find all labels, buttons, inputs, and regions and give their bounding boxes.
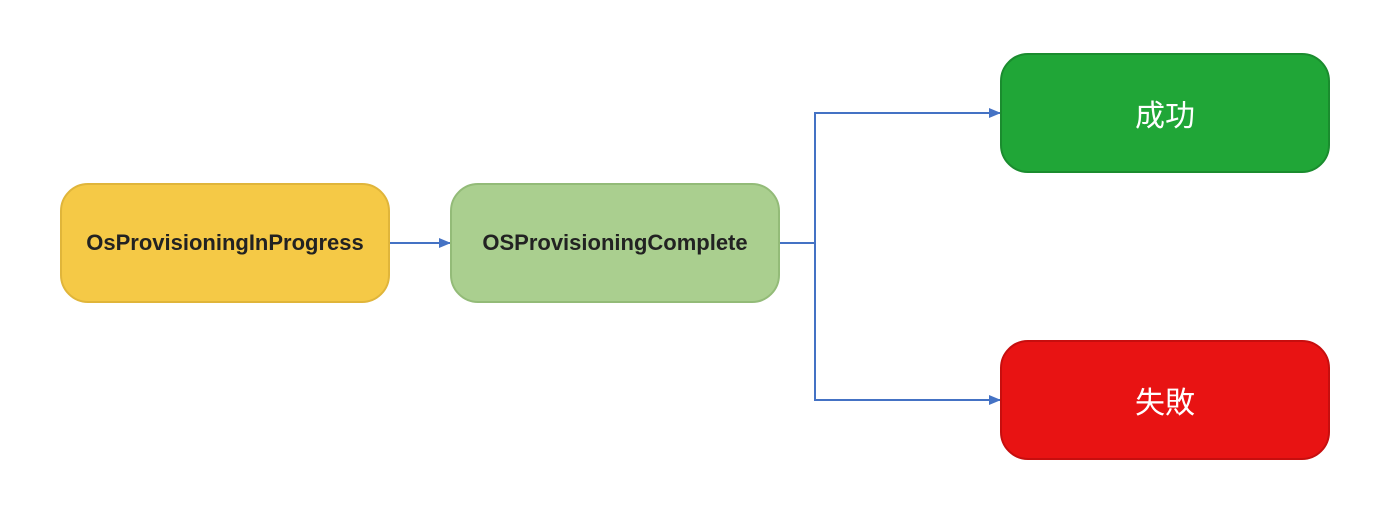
flowchart-node-complete: OSProvisioningComplete: [450, 183, 780, 303]
edge-complete-to-success: [780, 113, 1000, 243]
flowchart-node-inprogress: OsProvisioningInProgress: [60, 183, 390, 303]
edge-complete-to-failure: [780, 243, 1000, 400]
flowchart-node-failure: 失敗: [1000, 340, 1330, 460]
flowchart-node-success: 成功: [1000, 53, 1330, 173]
